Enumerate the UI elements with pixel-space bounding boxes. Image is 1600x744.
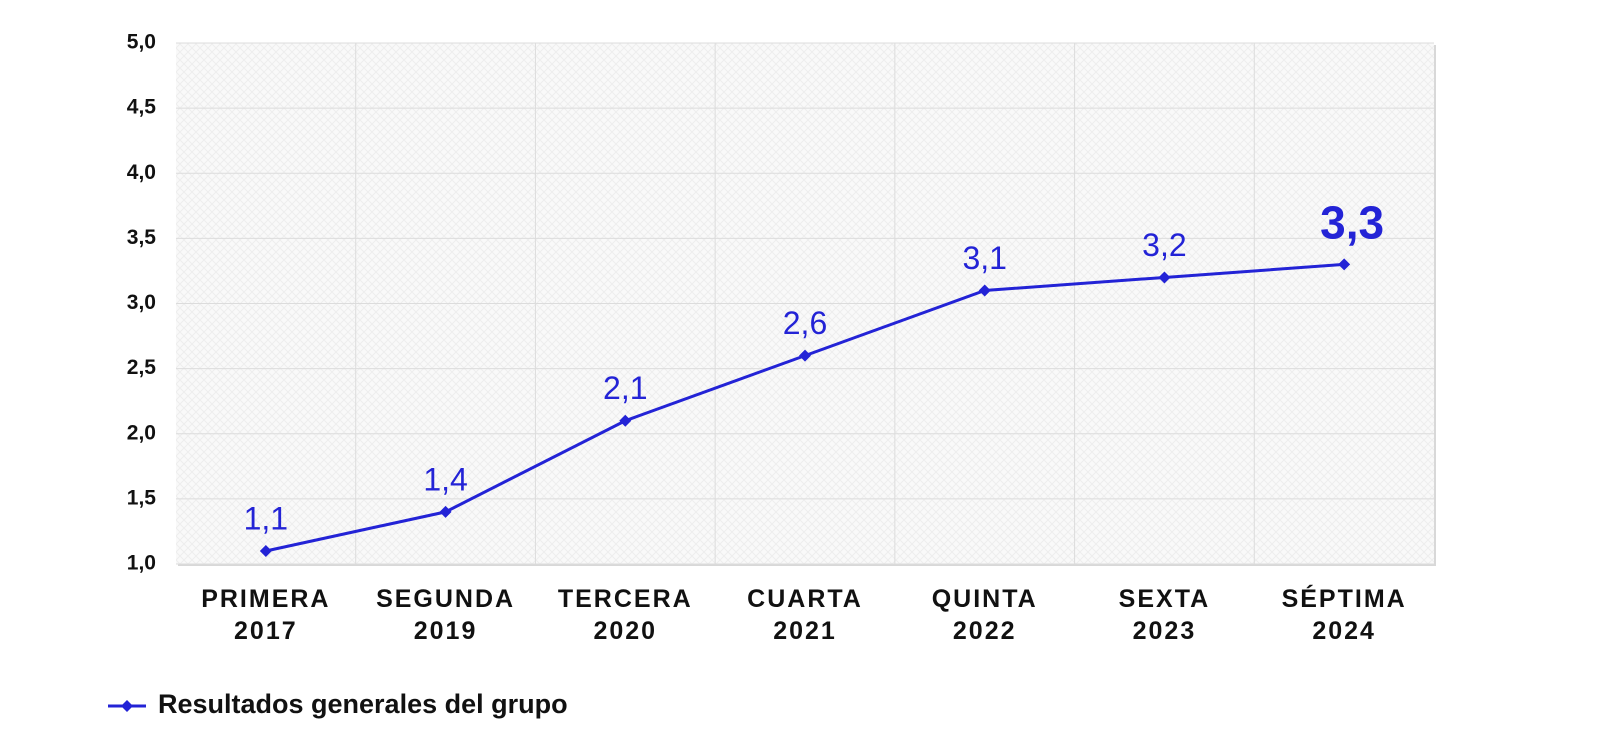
data-label: 3,3 [1320,197,1384,249]
y-tick-label: 4,0 [127,161,156,184]
legend-label: Resultados generales del grupo [158,689,568,719]
y-tick-label: 5,0 [127,31,156,54]
data-point [619,414,632,427]
y-tick-label: 1,5 [127,486,157,509]
x-tick-label: CUARTA 2021 [747,585,863,645]
data-point [1338,258,1351,271]
x-tick-label: SEXTA 2023 [1119,585,1211,645]
data-point [439,505,452,518]
y-tick-label: 4,5 [127,96,157,119]
data-label: 3,1 [962,240,1006,276]
legend-marker [121,700,133,712]
x-tick-label: TERCERA 2020 [558,585,693,645]
x-tick-label: QUINTA 2022 [932,585,1038,645]
data-label: 1,1 [244,500,288,536]
y-tick-label: 1,0 [127,552,156,575]
data-point [1158,271,1171,284]
y-tick-label: 2,0 [127,421,156,444]
x-tick-label: SEGUNDA 2019 [376,585,515,645]
data-label: 2,1 [603,370,647,406]
y-tick-label: 3,0 [127,291,156,314]
data-label: 1,4 [423,461,467,497]
x-tick-label: SÉPTIMA 2024 [1282,584,1407,645]
x-tick-label: PRIMERA 2017 [201,585,330,645]
y-tick-label: 2,5 [127,356,157,379]
data-point [259,544,272,557]
y-tick-label: 3,5 [127,226,157,249]
data-label: 3,2 [1142,227,1186,263]
data-point [799,349,811,362]
data-point [978,284,991,297]
data-label: 2,6 [783,305,827,341]
